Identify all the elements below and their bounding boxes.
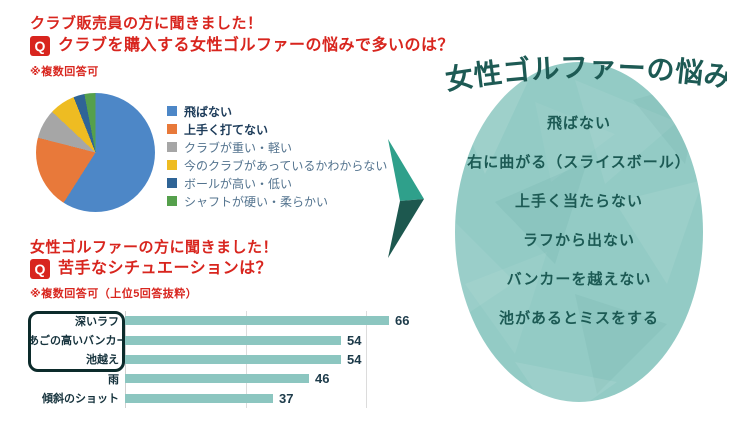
arrow-icon xyxy=(388,139,424,258)
legend-item: クラブが重い・軽い xyxy=(167,138,387,156)
bar-gridline xyxy=(366,311,367,408)
legend-label: 上手く打てない xyxy=(184,122,269,137)
bar-row: 傾斜のショット 37 xyxy=(28,389,400,408)
survey2-question-row: Q 苦手なシチュエーションは？ xyxy=(30,259,272,279)
bar-row: あごの高いバンカー 54 xyxy=(28,330,400,349)
bar-label: 雨 xyxy=(108,373,119,386)
result-bubble-items: 飛ばない 右に曲がる（スライスボール） 上手く当たらない ラフから出ない バンカ… xyxy=(443,104,715,338)
survey1-note: ※複数回答可 xyxy=(30,66,99,78)
bar-label: 傾斜のショット xyxy=(42,393,119,406)
legend-swatch xyxy=(167,124,177,134)
legend-label: ボールが高い・低い xyxy=(184,176,293,191)
bar-value: 54 xyxy=(347,351,362,367)
result-item: 飛ばない xyxy=(546,115,611,132)
result-bubble-title: 女性ゴルファーの悩み xyxy=(443,52,727,96)
survey2-question: 苦手なシチュエーションは？ xyxy=(58,260,273,277)
survey2-note: ※複数回答可（上位5回答抜粋） xyxy=(30,288,198,300)
legend-item: 上手く打てない xyxy=(167,120,387,138)
legend-item: 飛ばない xyxy=(167,102,387,120)
legend-label: 飛ばない xyxy=(184,104,233,119)
legend-label: 今のクラブがあっているかわからない xyxy=(184,158,388,173)
bar-value: 37 xyxy=(279,390,294,406)
bar xyxy=(125,354,341,364)
legend-swatch xyxy=(167,196,177,206)
legend-label: シャフトが硬い・柔らかい xyxy=(184,194,329,209)
bar-label: 池越え xyxy=(86,354,119,367)
result-item: 右に曲がる（スライスボール） xyxy=(467,154,691,171)
pie-legend: 飛ばない 上手く打てない クラブが重い・軽い 今のクラブがあっているかわからない… xyxy=(167,102,387,210)
bar-value: 46 xyxy=(315,371,330,387)
legend-swatch xyxy=(167,160,177,170)
bar xyxy=(125,316,389,326)
survey2-intro: 女性ゴルファーの方に聞きました！ xyxy=(30,239,279,256)
legend-item: シャフトが硬い・柔らかい xyxy=(167,192,387,210)
bar xyxy=(125,393,273,403)
bar-rows: 深いラフ 66 あごの高いバンカー 54 池越え 54 雨 46 傾斜の xyxy=(28,311,409,408)
bar-row: 雨 46 xyxy=(28,369,400,388)
legend-item: ボールが高い・低い xyxy=(167,174,387,192)
bar-label: 深いラフ xyxy=(75,315,119,328)
top3-highlight-box xyxy=(28,311,125,372)
legend-swatch xyxy=(167,142,177,152)
q-badge: Q xyxy=(30,36,50,56)
bar-row: 池越え 54 xyxy=(28,350,400,369)
bar-value: 66 xyxy=(395,313,410,329)
result-item: 上手く当たらない xyxy=(514,193,643,210)
legend-swatch xyxy=(167,178,177,188)
bar xyxy=(125,374,309,384)
result-item: 池があるとミスをする xyxy=(498,310,659,327)
low-poly-texture xyxy=(455,62,703,402)
legend-label: クラブが重い・軽い xyxy=(184,140,293,155)
svg-text:女性ゴルファーの悩み: 女性ゴルファーの悩み xyxy=(443,52,727,96)
result-item: ラフから出ない xyxy=(522,232,635,249)
result-item: バンカーを越えない xyxy=(506,271,652,288)
bar-label: あごの高いバンカー xyxy=(28,335,128,348)
q-badge: Q xyxy=(30,259,50,279)
bar-chart: 深いラフ 66 あごの高いバンカー 54 池越え 54 雨 46 傾斜の xyxy=(28,311,409,408)
pie-chart xyxy=(36,93,155,212)
bar xyxy=(125,335,341,345)
legend-swatch xyxy=(167,106,177,116)
survey1-intro: クラブ販売員の方に聞きました！ xyxy=(30,15,263,32)
survey1-question-row: Q クラブを購入する女性ゴルファーの悩みで多いのは？ xyxy=(30,36,454,56)
bar-value: 54 xyxy=(347,332,362,348)
legend-item: 今のクラブがあっているかわからない xyxy=(167,156,387,174)
result-bubble xyxy=(455,62,703,402)
bar-row: 深いラフ 66 xyxy=(28,311,409,330)
survey1-question: クラブを購入する女性ゴルファーの悩みで多いのは？ xyxy=(58,37,455,54)
